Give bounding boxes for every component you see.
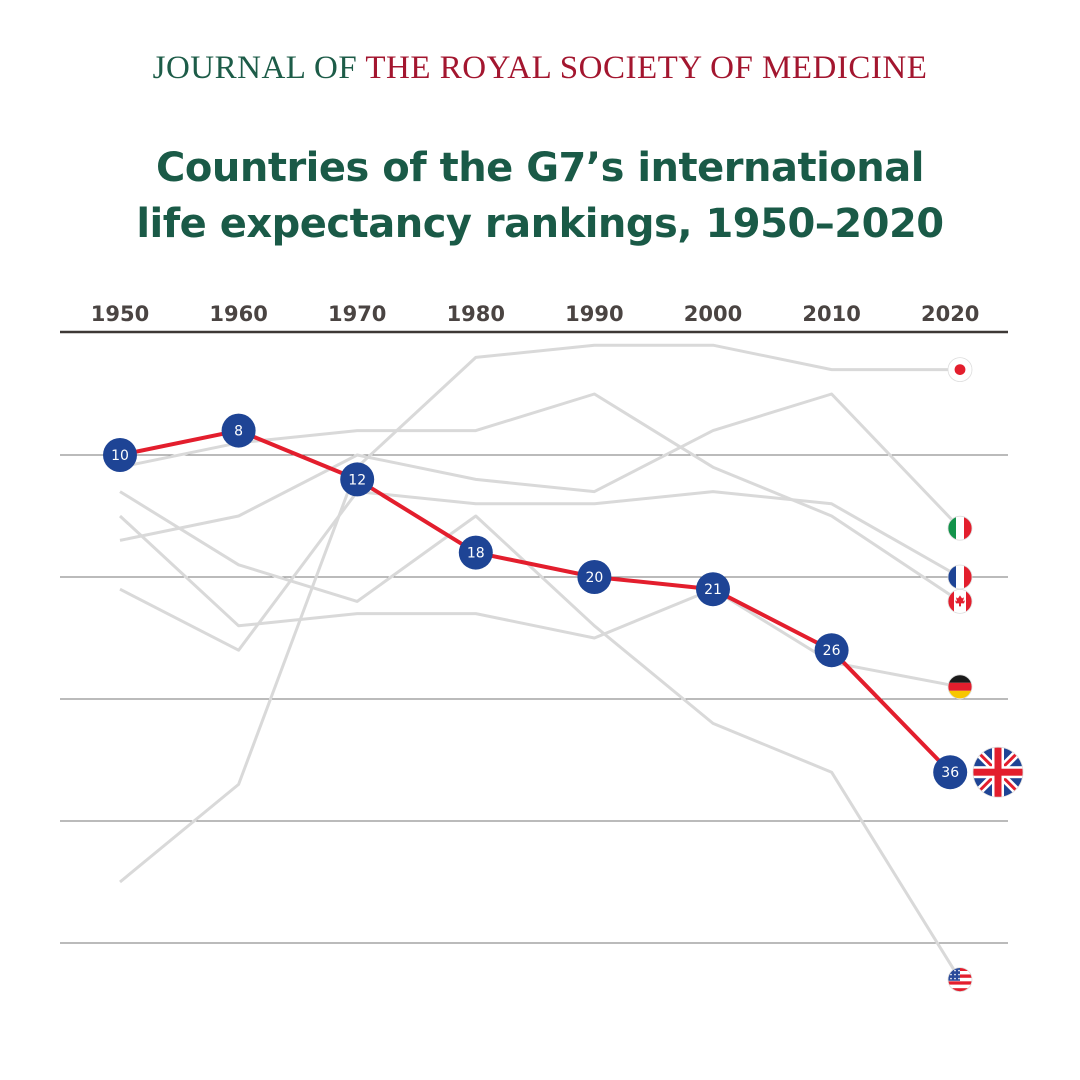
uk-rank-label: 21 bbox=[704, 582, 722, 598]
uk-rank-marker bbox=[814, 633, 849, 668]
x-tick-label: 2010 bbox=[802, 302, 860, 326]
series-line-japan bbox=[119, 343, 960, 884]
journal-name-part1: JOURNAL OF bbox=[152, 50, 358, 86]
uk-rank-label: 10 bbox=[111, 448, 129, 464]
uk-rank-label: 36 bbox=[941, 765, 959, 781]
france-flag bbox=[947, 564, 973, 590]
uk-rank-label: 12 bbox=[348, 472, 366, 488]
series-line-germany bbox=[118, 514, 961, 689]
uk-rank-marker bbox=[577, 560, 612, 594]
series-line-uk bbox=[119, 428, 952, 774]
x-tick-label: 1990 bbox=[565, 302, 623, 326]
uk-rank-marker bbox=[103, 438, 137, 472]
uk-rank-label: 8 bbox=[234, 424, 243, 440]
x-tick-label: 1960 bbox=[209, 302, 267, 326]
uk-rank-label: 20 bbox=[585, 570, 603, 586]
uk-flag bbox=[972, 746, 1024, 798]
italy-flag bbox=[947, 515, 973, 541]
usa-flag bbox=[947, 967, 973, 992]
japan-flag bbox=[947, 357, 973, 383]
uk-rank-marker bbox=[696, 572, 730, 607]
uk-rank-marker bbox=[340, 462, 375, 497]
uk-rank-marker bbox=[221, 413, 256, 448]
uk-rank-marker bbox=[933, 755, 968, 790]
x-tick-label: 1970 bbox=[328, 302, 386, 326]
series-line-italy bbox=[119, 392, 962, 542]
x-tick-label: 2020 bbox=[921, 302, 979, 326]
journal-masthead: JOURNAL OF THE ROYAL SOCIETY OF MEDICINE bbox=[0, 50, 1080, 87]
germany-flag bbox=[947, 674, 973, 700]
chart-title: Countries of the G7’s international life… bbox=[0, 140, 1080, 252]
uk-rank-marker bbox=[458, 535, 493, 570]
x-tick-label: 2000 bbox=[684, 302, 742, 326]
uk-rank-label: 26 bbox=[823, 643, 841, 659]
chart-title-line2: life expectancy rankings, 1950–2020 bbox=[136, 201, 944, 247]
uk-rank-label: 18 bbox=[467, 546, 485, 562]
chart-title-line1: Countries of the G7’s international bbox=[156, 145, 924, 191]
series-line-usa bbox=[119, 490, 962, 981]
x-tick-label: 1950 bbox=[91, 302, 149, 326]
canada-flag bbox=[947, 589, 973, 614]
x-tick-label: 1980 bbox=[447, 302, 505, 326]
journal-name-part2: THE ROYAL SOCIETY OF MEDICINE bbox=[365, 50, 928, 86]
